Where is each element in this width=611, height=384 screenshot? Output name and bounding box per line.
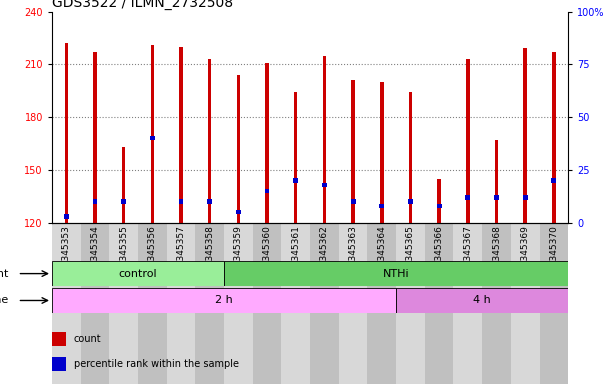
- Text: GDS3522 / ILMN_2732508: GDS3522 / ILMN_2732508: [52, 0, 233, 10]
- Text: count: count: [73, 334, 101, 344]
- Bar: [253, 223, 282, 384]
- Bar: [351, 199, 356, 204]
- Text: control: control: [119, 268, 157, 279]
- Bar: [437, 179, 441, 223]
- Bar: [453, 223, 482, 384]
- Bar: [52, 357, 66, 371]
- Bar: [92, 199, 97, 204]
- Bar: [138, 223, 167, 384]
- Bar: [552, 52, 555, 223]
- Bar: [396, 288, 568, 313]
- Bar: [437, 204, 442, 208]
- Bar: [52, 223, 81, 384]
- Bar: [52, 288, 396, 313]
- Bar: [552, 178, 556, 183]
- Text: 2 h: 2 h: [215, 295, 233, 306]
- Bar: [408, 199, 413, 204]
- Bar: [179, 47, 183, 223]
- Bar: [282, 223, 310, 384]
- Bar: [236, 210, 241, 214]
- Text: NTHi: NTHi: [383, 268, 409, 279]
- Bar: [52, 332, 66, 346]
- Bar: [109, 223, 138, 384]
- Text: time: time: [0, 295, 9, 306]
- Bar: [482, 223, 511, 384]
- Bar: [150, 136, 155, 141]
- Bar: [310, 223, 338, 384]
- Bar: [540, 223, 568, 384]
- Bar: [81, 223, 109, 384]
- Text: agent: agent: [0, 268, 9, 279]
- Bar: [351, 80, 355, 223]
- Bar: [224, 223, 253, 384]
- Bar: [121, 199, 126, 204]
- Bar: [207, 199, 212, 204]
- Bar: [466, 195, 470, 200]
- Bar: [122, 147, 125, 223]
- Bar: [396, 223, 425, 384]
- Bar: [196, 223, 224, 384]
- Bar: [150, 45, 154, 223]
- Bar: [236, 75, 240, 223]
- Bar: [224, 261, 568, 286]
- Bar: [64, 214, 68, 218]
- Bar: [466, 59, 470, 223]
- Bar: [524, 48, 527, 223]
- Text: 4 h: 4 h: [474, 295, 491, 306]
- Bar: [65, 43, 68, 223]
- Bar: [380, 82, 384, 223]
- Bar: [379, 204, 384, 208]
- Bar: [409, 93, 412, 223]
- Bar: [265, 189, 269, 193]
- Bar: [367, 223, 396, 384]
- Bar: [322, 182, 327, 187]
- Bar: [425, 223, 453, 384]
- Bar: [338, 223, 367, 384]
- Bar: [323, 56, 326, 223]
- Bar: [93, 52, 97, 223]
- Bar: [495, 140, 498, 223]
- Bar: [265, 63, 269, 223]
- Bar: [52, 261, 224, 286]
- Text: percentile rank within the sample: percentile rank within the sample: [73, 359, 239, 369]
- Bar: [178, 199, 183, 204]
- Bar: [167, 223, 196, 384]
- Bar: [208, 59, 211, 223]
- Bar: [511, 223, 540, 384]
- Bar: [523, 195, 528, 200]
- Bar: [294, 93, 298, 223]
- Bar: [494, 195, 499, 200]
- Bar: [293, 178, 298, 183]
